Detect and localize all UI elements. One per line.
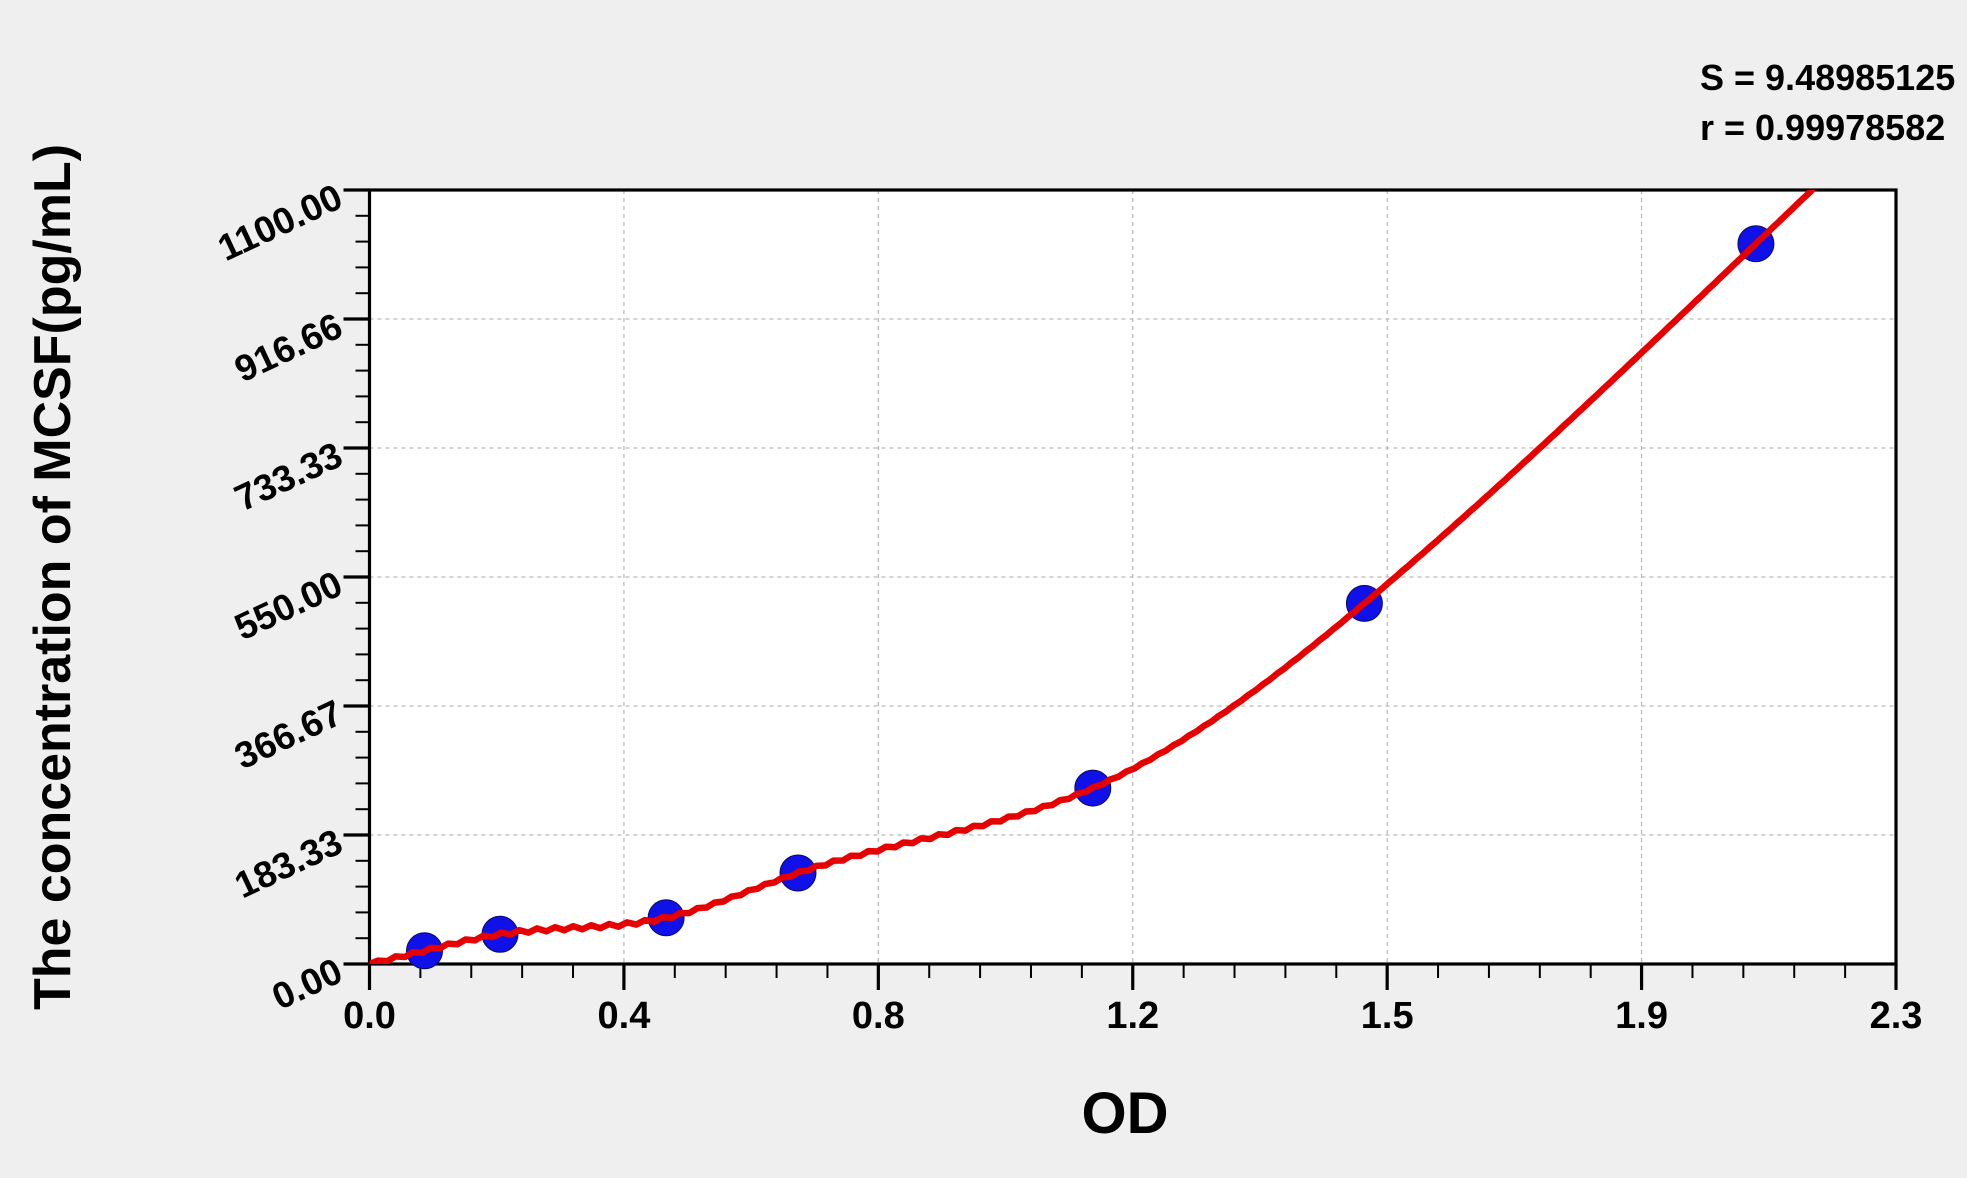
svg-text:r = 0.99978582: r = 0.99978582 <box>1700 107 1945 148</box>
svg-text:2.3: 2.3 <box>1870 995 1923 1037</box>
svg-text:1.2: 1.2 <box>1106 995 1159 1037</box>
svg-text:1.9: 1.9 <box>1615 995 1668 1037</box>
svg-text:0.0: 0.0 <box>343 995 396 1037</box>
svg-text:The concentration of MCSF(pg/: The concentration of MCSF(pg/mL) <box>24 144 82 1010</box>
svg-text:S = 9.48985125: S = 9.48985125 <box>1700 57 1955 98</box>
svg-text:0.4: 0.4 <box>598 995 651 1037</box>
svg-text:0.8: 0.8 <box>852 995 905 1037</box>
svg-text:1.5: 1.5 <box>1361 995 1414 1037</box>
svg-text:OD: OD <box>1082 1081 1169 1146</box>
